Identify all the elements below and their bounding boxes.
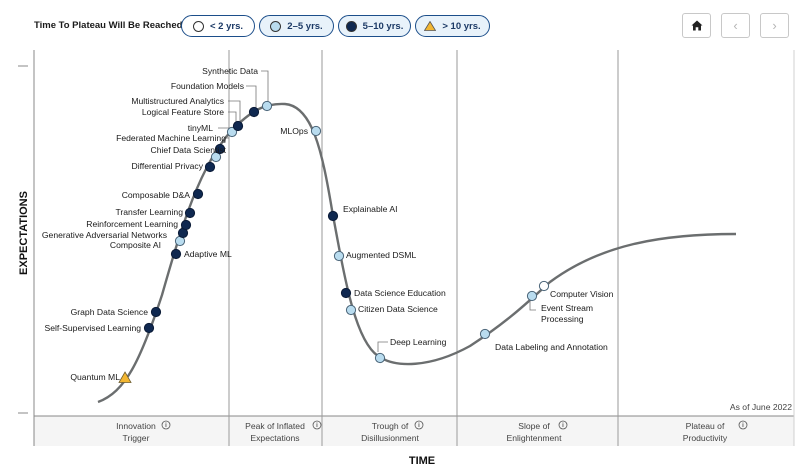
technology-markers (118, 100, 550, 383)
next-button[interactable]: › (760, 13, 789, 38)
phase-label-trough-line2: Disillusionment (361, 433, 419, 443)
previous-button[interactable]: ‹ (721, 13, 750, 38)
marker-computer-vision[interactable] (538, 280, 550, 292)
info-icon[interactable] (738, 420, 748, 430)
marker-augmented-dsml[interactable] (333, 250, 345, 262)
marker-data-science-education[interactable] (340, 287, 352, 299)
technology-labels: Quantum ML Self-Supervised Learning Graph … (42, 66, 614, 382)
label-explainable-ai[interactable]: Explainable AI (343, 204, 397, 214)
phase-label-slope-line1: Slope of (518, 421, 550, 431)
label-augmented-dsml[interactable]: Augmented DSML (346, 250, 416, 260)
marker-quantum-ml[interactable] (118, 371, 132, 383)
phase-label-peak-line1: Peak of Inflated (245, 421, 305, 431)
marker-data-labeling-and-annotation[interactable] (479, 328, 491, 340)
label-adaptive-ml[interactable]: Adaptive ML (184, 249, 232, 259)
info-icon[interactable] (312, 420, 322, 430)
label-mlops[interactable]: MLOps (280, 126, 308, 136)
legend-pill-under-2[interactable]: < 2 yrs. (181, 15, 255, 37)
marker-deep-learning[interactable] (374, 352, 386, 364)
phase-label-slope-line2: Enlightenment (507, 433, 563, 443)
chevron-right-icon: › (772, 18, 777, 33)
marker-tinyml[interactable] (226, 126, 238, 138)
legend-pill-2-5[interactable]: 2–5 yrs. (259, 15, 334, 37)
marker-transfer-learning[interactable] (184, 207, 196, 219)
marker-self-supervised-learning[interactable] (143, 322, 155, 334)
info-icons (161, 420, 748, 430)
marker-synthetic-data[interactable] (261, 100, 273, 112)
phase-label-peak-line2: Expectations (250, 433, 299, 443)
chevron-left-icon: ‹ (733, 18, 738, 33)
legend-title: Time To Plateau Will Be Reached: (34, 20, 186, 31)
label-graph-data-science[interactable]: Graph Data Science (71, 307, 149, 317)
marker-chief-data-scientist[interactable] (210, 151, 222, 163)
white-circle-icon (192, 20, 204, 32)
x-axis-title: TIME (409, 455, 435, 467)
home-button[interactable] (682, 13, 711, 38)
marker-graph-data-science[interactable] (150, 306, 162, 318)
home-icon (691, 20, 702, 31)
label-citizen-data-science[interactable]: Citizen Data Science (358, 304, 438, 314)
label-composable-d-a[interactable]: Composable D&A (122, 190, 191, 200)
phase-label-innovation-line2: Trigger (123, 433, 150, 443)
info-icon-glyph: i (562, 423, 564, 429)
legend-pill-label: > 10 yrs. (442, 20, 481, 32)
label-self-supervised-learning[interactable]: Self-Supervised Learning (45, 323, 142, 333)
info-icon[interactable] (161, 420, 171, 430)
info-icon-glyph: i (165, 423, 167, 429)
label-logical-feature-store[interactable]: Logical Feature Store (142, 107, 224, 117)
label-chief-data-scientist[interactable]: Chief Data Scientist (151, 145, 227, 155)
label-quantum-ml[interactable]: Quantum ML (70, 372, 120, 382)
info-icon[interactable] (558, 420, 568, 430)
marker-event-stream-processing[interactable] (526, 290, 538, 302)
label-federated-machine-learning[interactable]: Federated Machine Learning (116, 133, 226, 143)
label-deep-learning[interactable]: Deep Learning (390, 337, 447, 347)
label-multistructured-analytics[interactable]: Multistructured Analytics (131, 96, 224, 106)
marker-citizen-data-science[interactable] (345, 304, 357, 316)
info-icon-glyph: i (742, 423, 744, 429)
marker-composable-d-a[interactable] (192, 188, 204, 200)
marker-federated-machine-learning[interactable] (214, 143, 226, 155)
label-data-labeling-and-annotation[interactable]: Data Labeling and Annotation (495, 342, 608, 352)
label-generative-adversarial-networks[interactable]: Generative Adversarial Networks (42, 230, 167, 240)
dark-navy-circle-icon (345, 20, 357, 32)
phase-label-plateau-line2: Productivity (683, 433, 728, 443)
label-foundation-models[interactable]: Foundation Models (171, 81, 244, 91)
label-tinyml[interactable]: tinyML (188, 123, 214, 133)
marker-differential-privacy[interactable] (204, 161, 216, 173)
marker-logical-feature-store[interactable] (232, 120, 244, 132)
as-of-note: As of June 2022 (730, 402, 792, 412)
label-computer-vision[interactable]: Computer Vision (550, 289, 614, 299)
legend-pill-label: < 2 yrs. (209, 20, 243, 32)
marker-reinforcement-learning[interactable] (180, 219, 192, 231)
marker-adaptive-ml[interactable] (170, 248, 182, 260)
label-data-science-education[interactable]: Data Science Education (354, 288, 446, 298)
phase-label-innovation-line1: Innovation (116, 421, 156, 431)
marker-mlops[interactable] (310, 125, 322, 137)
label-reinforcement-learning[interactable]: Reinforcement Learning (86, 219, 178, 229)
marker-explainable-ai[interactable] (327, 210, 339, 222)
legend-pill-label: 2–5 yrs. (287, 20, 323, 32)
yellow-triangle-icon (424, 21, 437, 31)
info-icon-glyph: i (316, 423, 318, 429)
info-icon-glyph: i (418, 423, 420, 429)
y-axis-title: EXPECTATIONS (18, 191, 30, 275)
phase-band (34, 416, 794, 446)
legend-pill-5-10[interactable]: 5–10 yrs. (338, 15, 411, 37)
phase-label-trough-line1: Trough of (372, 421, 409, 431)
phase-label-plateau-line1: Plateau of (686, 421, 725, 431)
info-icon[interactable] (414, 420, 424, 430)
marker-multistructured-analytics[interactable] (248, 106, 260, 118)
legend-pill-label: 5–10 yrs. (362, 20, 404, 32)
label-composite-ai[interactable]: Composite AI (110, 240, 161, 250)
label-differential-privacy[interactable]: Differential Privacy (132, 161, 204, 171)
label-synthetic-data[interactable]: Synthetic Data (202, 66, 258, 76)
label-event-stream-processing[interactable]: Event Stream Processing (541, 303, 593, 324)
label-transfer-learning[interactable]: Transfer Learning (115, 207, 183, 217)
legend-pill-over-10[interactable]: > 10 yrs. (415, 15, 490, 37)
light-blue-circle-icon (270, 20, 282, 32)
